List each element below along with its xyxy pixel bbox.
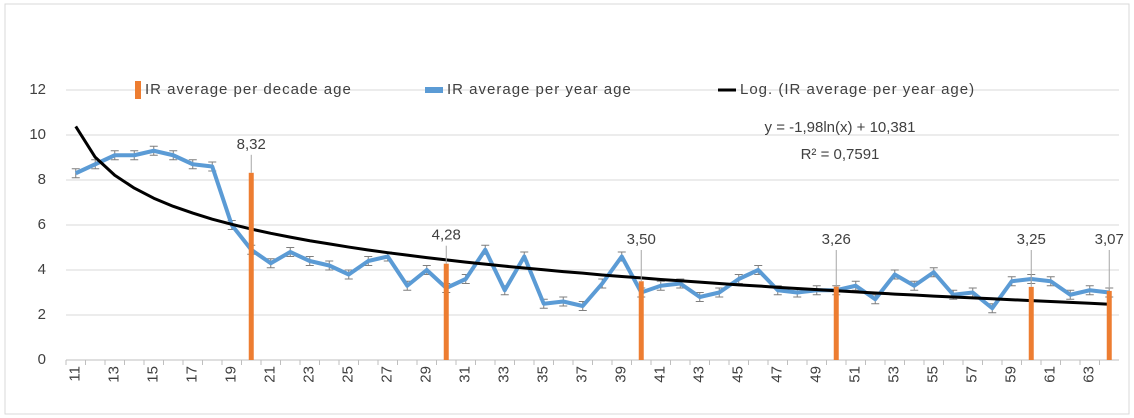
x-tick-label: 17 [184,366,201,383]
x-tick-label: 49 [808,366,825,383]
trend-line [74,125,1110,306]
x-tick-label: 41 [652,366,669,383]
x-tick-label: 19 [223,366,240,383]
x-tick-label: 55 [925,366,942,383]
chart-border [4,3,1130,415]
data-label: 3,07 [1095,231,1124,248]
y-tick-label: 0 [38,351,46,368]
x-tick-label: 25 [340,366,357,383]
x-tick-label: 15 [145,366,162,383]
x-tick-label: 27 [379,366,396,383]
y-tick-label: 8 [38,171,46,188]
x-tick-label: 35 [535,366,552,383]
data-label: 3,25 [1017,231,1046,248]
trend-equation: R² = 0,7591 [801,146,880,163]
bar [638,281,644,360]
x-tick-label: 51 [847,366,864,383]
bar [248,172,254,360]
bar [833,286,839,360]
bar [1028,286,1034,360]
x-tick-label: 61 [1042,366,1059,383]
x-tick-label: 39 [613,366,630,383]
x-tick-label: 53 [886,366,903,383]
x-tick-label: 33 [496,366,513,383]
legend-label: Log. (IR average per year age) [740,81,975,98]
y-tick-label: 12 [29,81,46,98]
x-tick-label: 63 [1081,366,1098,383]
legend-label: IR average per year age [447,81,632,98]
x-tick-label: 37 [574,366,591,383]
x-tick-label: 21 [262,366,279,383]
x-tick-label: 23 [301,366,318,383]
bar [443,263,449,360]
y-tick-label: 10 [29,126,46,143]
x-tick-label: 31 [457,366,474,383]
x-tick-label: 13 [106,366,123,383]
y-tick-label: 4 [38,261,46,278]
trend-equation: y = -1,98ln(x) + 10,381 [765,119,916,136]
legend-label: IR average per decade age [145,81,352,98]
data-label: 4,28 [432,227,461,244]
data-label: 3,26 [822,231,851,248]
x-tick-label: 57 [964,366,981,383]
data-label: 8,32 [237,136,266,153]
legend-swatch [135,81,141,99]
x-tick-label: 45 [730,366,747,383]
x-tick-label: 47 [769,366,786,383]
x-tick-label: 43 [691,366,708,383]
x-tick-label: 11 [67,366,84,382]
bar [1106,290,1112,360]
data-line [74,148,1110,311]
y-tick-label: 2 [38,306,46,323]
data-label: 3,50 [627,231,656,248]
y-tick-label: 6 [38,216,46,233]
x-tick-label: 29 [418,366,435,383]
x-tick-label: 59 [1003,366,1020,383]
